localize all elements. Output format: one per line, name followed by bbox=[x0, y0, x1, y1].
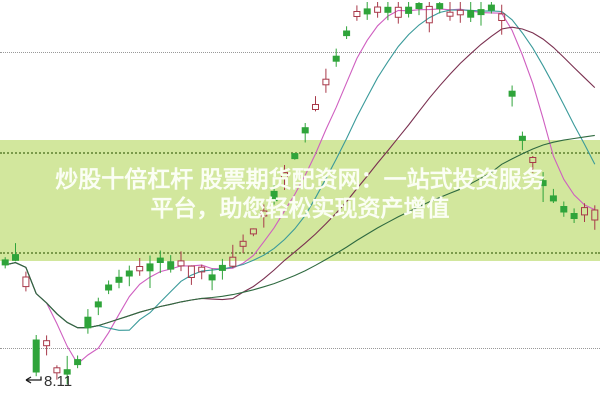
svg-text:8.11: 8.11 bbox=[44, 373, 72, 390]
